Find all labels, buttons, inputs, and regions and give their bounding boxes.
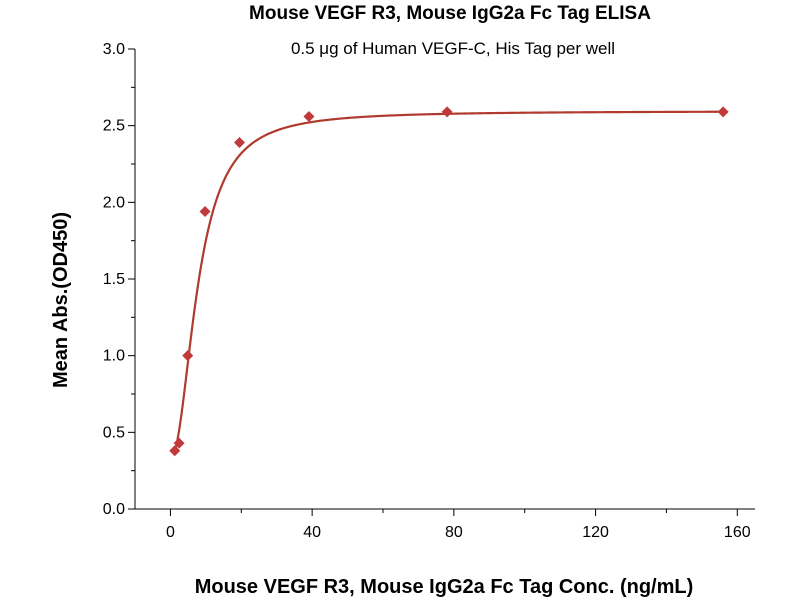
x-axis-ticks: 0 40 80 120 160 [166, 509, 751, 541]
data-point [303, 110, 315, 122]
data-point [173, 437, 185, 449]
y-tick-label: 1.0 [103, 348, 125, 365]
data-point [441, 106, 453, 118]
data-point [182, 350, 194, 362]
y-tick-label: 0.5 [103, 424, 125, 441]
y-tick-label: 2.0 [103, 194, 125, 211]
x-tick-label: 40 [303, 524, 321, 541]
data-point [169, 445, 181, 457]
chart-subtitle: 0.5 μg of Human VEGF-C, His Tag per well [291, 39, 615, 58]
data-point [717, 106, 729, 118]
y-tick-label: 3.0 [103, 41, 125, 58]
data-point [199, 206, 211, 218]
x-tick-label: 80 [445, 524, 463, 541]
y-axis-ticks: 0.0 0.5 1.0 1.5 2.0 2.5 3.0 [103, 41, 135, 518]
x-tick-label: 0 [166, 524, 175, 541]
data-point [234, 137, 246, 149]
y-tick-label: 1.5 [103, 271, 125, 288]
plot-area: 0.0 0.5 1.0 1.5 2.0 2.5 3.0 0 40 80 120 160 [103, 41, 755, 541]
y-tick-label: 0.0 [103, 501, 125, 518]
chart-title: Mouse VEGF R3, Mouse IgG2a Fc Tag ELISA [249, 3, 651, 24]
y-axis-label: Mean Abs.(OD450) [50, 212, 72, 388]
x-axis-label: Mouse VEGF R3, Mouse IgG2a Fc Tag Conc. … [195, 576, 694, 598]
fit-curve [173, 110, 724, 452]
y-tick-label: 2.5 [103, 118, 125, 135]
x-tick-label: 120 [582, 524, 609, 541]
data-points [169, 106, 729, 457]
x-tick-label: 160 [724, 524, 751, 541]
